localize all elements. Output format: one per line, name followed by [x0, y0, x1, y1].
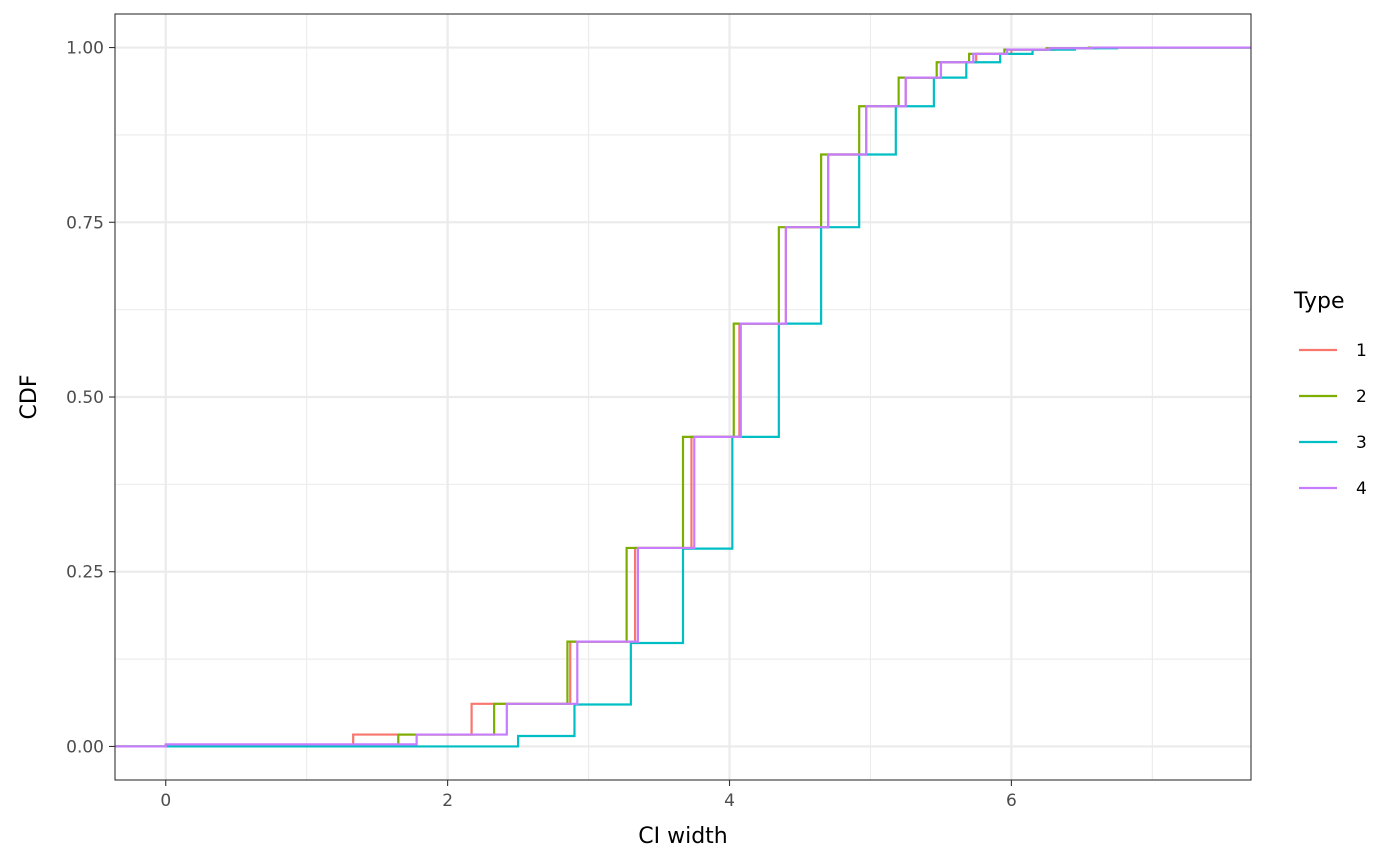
legend-label-2: 2: [1356, 387, 1367, 407]
legend: Type 1 2 3 4: [1293, 289, 1367, 499]
x-tick-label: 6: [1006, 791, 1017, 811]
x-tick-label: 0: [160, 791, 171, 811]
x-axis: 0 2 4 6: [160, 780, 1017, 811]
legend-label-1: 1: [1356, 341, 1367, 361]
y-tick-label: 0.50: [66, 388, 104, 408]
y-axis: 0.00 0.25 0.50 0.75 1.00: [66, 39, 115, 757]
legend-title: Type: [1293, 289, 1345, 314]
y-tick-label: 1.00: [66, 39, 104, 59]
series-lines: [115, 46, 1251, 748]
y-axis-title: CDF: [17, 375, 42, 420]
x-tick-label: 2: [442, 791, 453, 811]
y-tick-label: 0.00: [66, 737, 104, 757]
legend-label-3: 3: [1356, 433, 1367, 453]
y-tick-label: 0.25: [66, 563, 104, 583]
legend-label-4: 4: [1356, 479, 1367, 499]
x-axis-title: CI width: [638, 824, 727, 849]
series-line-4: [115, 46, 1251, 748]
y-tick-label: 0.75: [66, 213, 104, 233]
x-tick-label: 4: [724, 791, 735, 811]
